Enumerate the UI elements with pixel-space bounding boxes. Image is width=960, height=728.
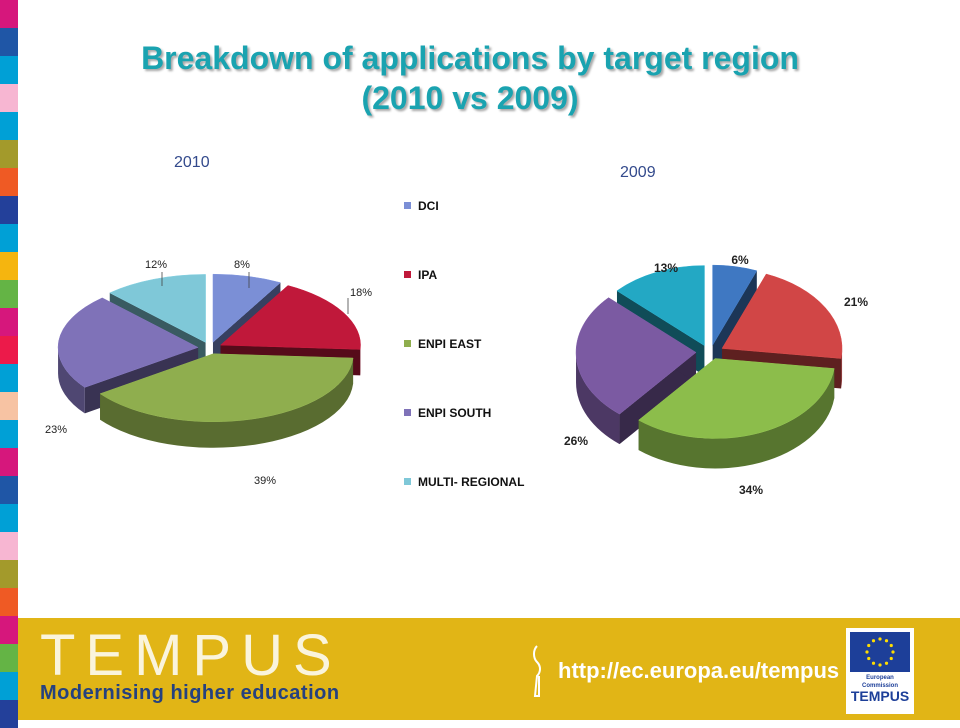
- pie-data-label: 23%: [45, 424, 67, 436]
- tempus-logo-text: TEMPUS: [40, 623, 342, 688]
- legend-swatch: [404, 271, 411, 278]
- stripe-block: [0, 112, 18, 140]
- legend-swatch: [404, 409, 411, 416]
- pie-chart-2010: 8% 18% 39% 23% 12%: [45, 259, 372, 487]
- stripe-block: [0, 0, 18, 28]
- legend-swatch: [404, 202, 411, 209]
- stripe-block: [0, 644, 18, 672]
- pie-data-label: 18%: [350, 287, 372, 299]
- stripe-block: [0, 504, 18, 532]
- pie-slice: [575, 297, 697, 445]
- tempus-url-link[interactable]: http://ec.europa.eu/tempus: [558, 658, 840, 683]
- left-color-stripe: [0, 0, 18, 728]
- legend-label: ENPI EAST: [418, 337, 482, 351]
- stripe-block: [0, 532, 18, 560]
- footer-banner: TEMPUS Modernising higher education http…: [18, 618, 960, 720]
- pie-data-label: 13%: [654, 261, 678, 275]
- stripe-block: [0, 448, 18, 476]
- legend-label: ENPI SOUTH: [418, 406, 492, 420]
- stripe-block: [0, 224, 18, 252]
- stripe-block: [0, 672, 18, 700]
- pie-chart-2009: 6% 21% 34% 26% 13%: [564, 253, 868, 497]
- eu-logo: European Commission TEMPUS: [846, 628, 914, 714]
- pie-slice: [99, 353, 354, 448]
- stripe-block: [0, 168, 18, 196]
- pie-data-label: 12%: [145, 259, 167, 271]
- stripe-block: [0, 56, 18, 84]
- legend-label: MULTI- REGIONAL: [418, 475, 525, 489]
- pie-data-label: 26%: [564, 434, 588, 448]
- pie-data-label: 6%: [731, 253, 749, 267]
- stripe-block: [0, 476, 18, 504]
- stripe-block: [0, 392, 18, 420]
- stripe-block: [0, 84, 18, 112]
- stripe-block: [0, 364, 18, 392]
- legend-label: IPA: [418, 268, 438, 282]
- pie-data-label: 8%: [234, 259, 250, 271]
- slide-title: Breakdown of applications by target regi…: [60, 38, 880, 118]
- stripe-block: [0, 336, 18, 364]
- stripe-block: [0, 280, 18, 308]
- eu-flag-icon: [850, 632, 910, 672]
- stripe-block: [0, 196, 18, 224]
- stripe-block: [0, 420, 18, 448]
- stripe-block: [0, 700, 18, 728]
- eu-caption: European Commission: [861, 675, 898, 689]
- legend-swatch: [404, 478, 411, 485]
- title-line-2: (2010 vs 2009): [361, 80, 579, 116]
- stripe-block: [0, 28, 18, 56]
- tempus-tagline: Modernising higher education: [40, 682, 340, 704]
- chart-2010-title: 2010: [174, 154, 210, 171]
- legend-swatch: [404, 340, 411, 347]
- eu-program-label: TEMPUS: [850, 688, 910, 704]
- pen-icon: [533, 645, 541, 697]
- pie-slice: [638, 358, 835, 469]
- pie-data-label: 39%: [254, 475, 276, 487]
- stripe-block: [0, 140, 18, 168]
- legend-label: DCI: [418, 199, 439, 213]
- stripe-block: [0, 588, 18, 616]
- chart-2009-title: 2009: [620, 164, 656, 181]
- pie-data-label: 21%: [844, 295, 868, 309]
- title-line-1: Breakdown of applications by target regi…: [141, 40, 799, 76]
- stripe-block: [0, 560, 18, 588]
- stripe-block: [0, 308, 18, 336]
- stripe-block: [0, 252, 18, 280]
- pie-data-label: 34%: [739, 483, 763, 497]
- stripe-block: [0, 616, 18, 644]
